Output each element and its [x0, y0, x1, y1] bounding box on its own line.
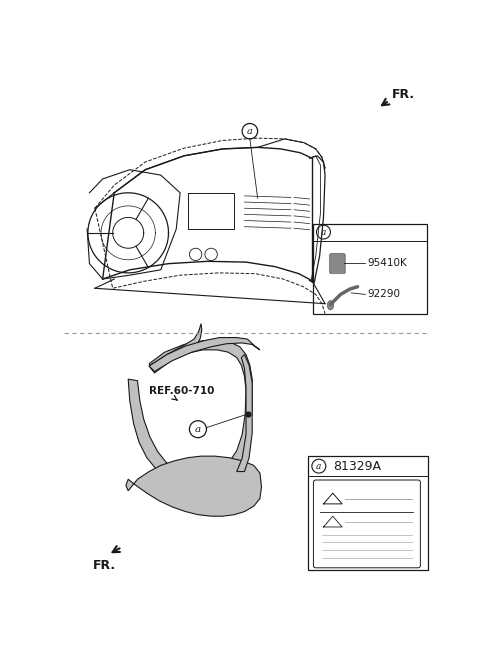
Text: 95410K: 95410K	[367, 258, 407, 268]
Text: a: a	[247, 127, 253, 136]
Text: FR.: FR.	[93, 559, 116, 572]
Bar	[308, 456, 428, 570]
Text: 92290: 92290	[367, 290, 400, 300]
Polygon shape	[126, 456, 262, 516]
Ellipse shape	[327, 301, 334, 310]
Text: FR.: FR.	[392, 88, 415, 101]
Polygon shape	[149, 324, 202, 373]
Text: REF.60-710: REF.60-710	[149, 386, 215, 396]
Text: a: a	[316, 462, 322, 470]
Polygon shape	[128, 340, 252, 487]
Text: a: a	[321, 227, 326, 237]
Polygon shape	[237, 355, 252, 472]
Text: 81329A: 81329A	[333, 460, 381, 472]
Bar	[312, 223, 427, 315]
Text: a: a	[195, 424, 201, 434]
FancyBboxPatch shape	[313, 480, 420, 568]
FancyBboxPatch shape	[330, 254, 345, 274]
Polygon shape	[149, 338, 260, 371]
